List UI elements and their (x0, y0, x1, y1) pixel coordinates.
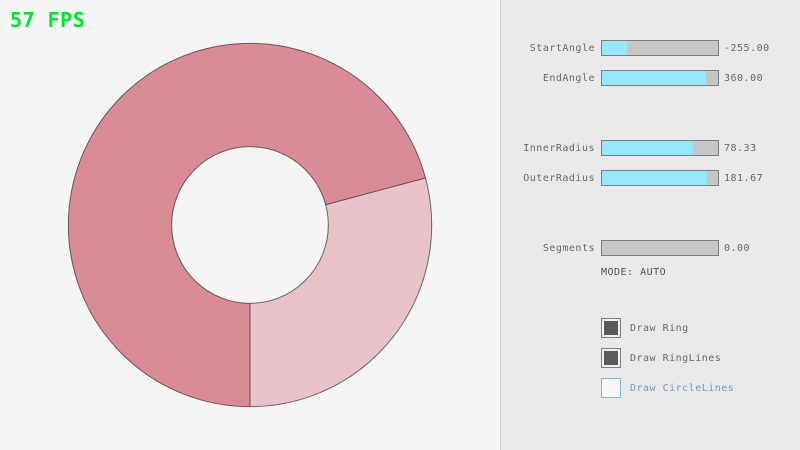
slider-startangle-label: StartAngle (529, 42, 595, 54)
ring-sector-overlap (68, 43, 426, 407)
ring-inner-outline (171, 146, 329, 304)
slider-segments: Segments 0.00 (501, 240, 800, 256)
slider-outerradius-value: 181.67 (724, 172, 764, 184)
ring-radial-line-right (325, 177, 426, 206)
slider-segments-track[interactable] (601, 240, 719, 256)
slider-endangle-value: 360.00 (724, 72, 764, 84)
slider-outerradius-label: OuterRadius (523, 172, 595, 184)
checkbox-draw-circlelines: Draw CircleLines (601, 378, 734, 398)
checkbox-draw-circlelines-box[interactable] (601, 378, 621, 398)
fps-counter: 57 FPS (10, 8, 86, 32)
slider-outerradius: OuterRadius 181.67 (501, 170, 800, 186)
segments-mode-text: MODE: AUTO (601, 267, 667, 278)
slider-outerradius-fill (602, 171, 708, 185)
slider-endangle: EndAngle 360.00 (501, 70, 800, 86)
slider-endangle-track[interactable] (601, 70, 719, 86)
slider-startangle-track[interactable] (601, 40, 719, 56)
checkbox-draw-ringlines: Draw RingLines (601, 348, 721, 368)
checkbox-draw-ringlines-label: Draw RingLines (630, 352, 722, 364)
slider-innerradius: InnerRadius 78.33 (501, 140, 800, 156)
slider-innerradius-track[interactable] (601, 140, 719, 156)
slider-startangle-value: -255.00 (724, 42, 770, 54)
slider-startangle: StartAngle -255.00 (501, 40, 800, 56)
checkbox-draw-ring: Draw Ring (601, 318, 689, 338)
slider-endangle-label: EndAngle (542, 72, 595, 84)
slider-innerradius-value: 78.33 (724, 142, 757, 154)
slider-startangle-fill (602, 41, 628, 55)
control-panel: StartAngle -255.00 EndAngle 360.00 Inner… (500, 0, 800, 450)
slider-outerradius-track[interactable] (601, 170, 719, 186)
checkbox-draw-ringlines-box[interactable] (601, 348, 621, 368)
ring-sector-single (250, 177, 432, 407)
slider-innerradius-fill (602, 141, 693, 155)
slider-endangle-fill (602, 71, 707, 85)
slider-innerradius-label: InnerRadius (523, 142, 595, 154)
checkbox-draw-ring-label: Draw Ring (630, 322, 689, 334)
checkbox-draw-circlelines-label: Draw CircleLines (630, 382, 735, 394)
slider-segments-label: Segments (542, 242, 595, 254)
checkbox-draw-ring-box[interactable] (601, 318, 621, 338)
slider-segments-value: 0.00 (724, 242, 751, 254)
